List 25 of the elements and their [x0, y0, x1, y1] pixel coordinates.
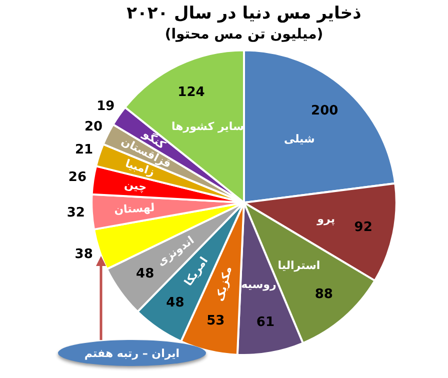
data-label: 88 — [314, 287, 333, 302]
slice-label: پرو — [316, 212, 335, 226]
data-label: 53 — [206, 314, 225, 329]
data-label: 38 — [74, 247, 93, 262]
data-label: 124 — [178, 85, 205, 100]
slice-label: استرالیا — [278, 258, 320, 272]
slice-label: مکزیک — [213, 265, 234, 303]
data-label: 200 — [311, 103, 338, 118]
data-label: 20 — [84, 119, 103, 134]
chart-subtitle: (میلیون تن مس محتوا) — [164, 26, 324, 42]
chart-title: ذخایر مس دنیا در سال ۲۰۲۰ — [126, 4, 362, 24]
data-label: 48 — [166, 296, 184, 311]
data-label: 61 — [256, 314, 275, 330]
slice-label: روسیه — [241, 278, 276, 291]
slice-label: لهستان — [114, 200, 156, 216]
slice-label: شیلی — [284, 132, 315, 146]
slice-label: چین — [124, 178, 148, 194]
data-label: 32 — [66, 205, 85, 220]
data-label: 21 — [74, 142, 94, 158]
text: ایران – رتبه هفتم — [58, 340, 206, 366]
data-label: 26 — [68, 170, 86, 186]
data-label: 48 — [136, 266, 154, 282]
data-label: 92 — [354, 220, 372, 235]
data-label: 19 — [96, 98, 115, 114]
slice-label: سایر کشورها — [172, 120, 244, 133]
